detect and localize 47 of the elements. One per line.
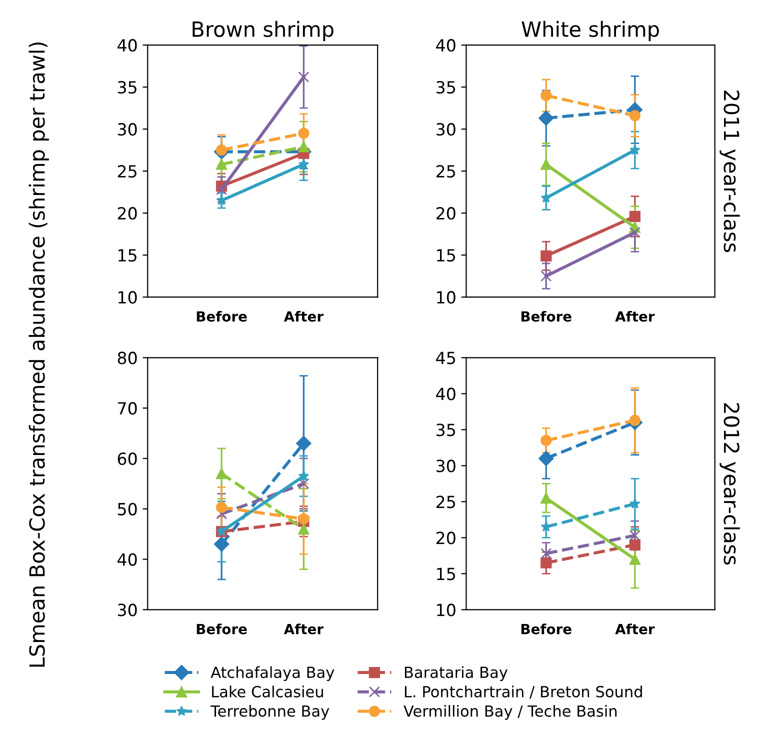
y-tick-label: 10 (437, 291, 456, 304)
x-tick-label: After (615, 310, 655, 322)
y-tick-label: 25 (118, 165, 136, 178)
y-tick-label: 25 (436, 165, 456, 178)
y-tick-label: 15 (437, 249, 456, 262)
y-tick-label: 35 (436, 81, 456, 94)
y-tick-label: 30 (118, 604, 137, 616)
y-axis-title: LSmean Box-Cox transformed abundance (shrimp per trawl) (28, 42, 49, 667)
x-tick-label: Before (521, 310, 572, 322)
y-tick-label: 30 (118, 123, 137, 136)
y-tick-label: 40 (118, 553, 137, 566)
x-tick-label: After (615, 624, 655, 634)
y-tick-label: 10 (437, 604, 456, 616)
y-tick-label: 20 (118, 207, 137, 220)
chart-title: Brown shrimp (192, 20, 334, 42)
legend-label: Lake Calcasieu (212, 686, 323, 698)
x-tick-label: Before (196, 624, 247, 634)
y-tick-label: 80 (118, 352, 137, 364)
y-tick-label: 20 (436, 532, 456, 544)
y-tick-label: 35 (118, 81, 136, 94)
y-tick-label: 15 (118, 249, 136, 262)
x-tick-label: After (284, 624, 324, 634)
y-tick-label: 10 (118, 291, 137, 304)
x-tick-label: After (284, 310, 324, 322)
y-tick-label: 40 (118, 39, 137, 52)
y-tick-label: 30 (436, 123, 456, 136)
y-tick-label: 20 (436, 207, 456, 220)
y-tick-label: 45 (436, 352, 456, 364)
y-tick-label: 40 (436, 39, 456, 52)
legend-label: L. Pontchartrain / Breton Sound (404, 686, 642, 699)
chart-title: White shrimp (522, 20, 659, 42)
y-tick-label: 15 (437, 568, 456, 580)
y-tick-label: 70 (118, 402, 137, 415)
y-tick-label: 40 (436, 388, 456, 400)
text: 2011 year-class (720, 90, 740, 252)
legend-label: Terrebonne Bay (210, 705, 330, 720)
text: 2012 year-class (720, 403, 740, 565)
y-tick-label: 25 (436, 496, 456, 508)
x-tick-label: Before (521, 624, 572, 634)
y-tick-label: 30 (436, 460, 456, 472)
legend-label: Vermillion Bay / Teche Basin (404, 705, 617, 720)
x-tick-label: Before (196, 310, 247, 322)
legend-label: Barataria Bay (404, 666, 508, 682)
y-tick-label: 60 (118, 452, 137, 466)
y-tick-label: 50 (118, 502, 137, 516)
y-tick-label: 35 (436, 424, 456, 436)
legend-label: Atchafalaya Bay (210, 666, 334, 682)
